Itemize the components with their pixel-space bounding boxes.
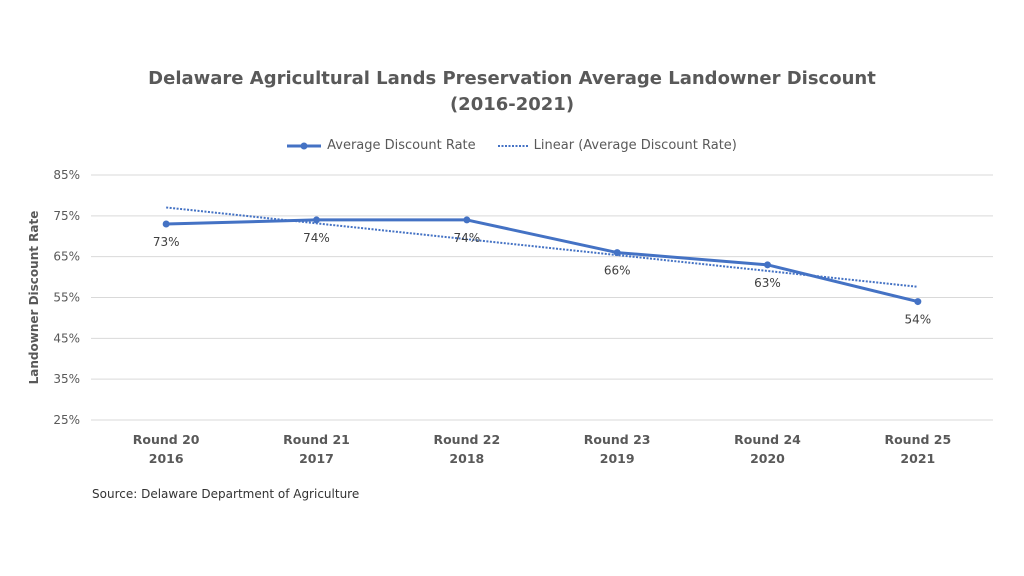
x-tick-label: Round 21	[283, 432, 350, 447]
source-note: Source: Delaware Department of Agricultu…	[92, 487, 360, 501]
x-tick-label: 2020	[750, 451, 785, 466]
x-tick-label: Round 20	[133, 432, 200, 447]
legend-dotted-line-icon	[497, 144, 528, 147]
chart-title: Delaware Agricultural Lands Preservation…	[148, 68, 876, 89]
data-label: 66%	[604, 264, 631, 278]
data-point	[162, 220, 170, 228]
x-tick-label: Round 24	[734, 432, 801, 447]
series-line	[166, 218, 919, 304]
data-point	[914, 298, 922, 306]
x-tick-label: Round 23	[584, 432, 651, 447]
data-point	[613, 249, 621, 257]
y-axis-label: Landowner Discount Rate	[27, 211, 41, 385]
x-tick-label: Round 22	[433, 432, 500, 447]
chart-subtitle: (2016-2021)	[449, 94, 575, 115]
legend-label-series: Average Discount Rate	[327, 138, 476, 153]
y-tick-label: 25%	[53, 413, 80, 427]
y-tick-label: 75%	[53, 209, 80, 223]
y-tick-label: 45%	[53, 331, 80, 345]
data-label: 73%	[153, 235, 180, 249]
x-tick-label: 2017	[299, 451, 334, 466]
x-tick-label: 2021	[900, 451, 935, 466]
data-label: 74%	[303, 231, 330, 245]
y-tick-label: 85%	[53, 168, 80, 182]
data-label: 63%	[754, 276, 781, 290]
legend-label-trendline: Linear (Average Discount Rate)	[533, 138, 737, 153]
data-label: 74%	[453, 231, 480, 245]
x-tick-label: Round 25	[884, 432, 951, 447]
data-point	[463, 216, 471, 224]
y-tick-label: 35%	[53, 372, 80, 386]
data-label: 54%	[904, 313, 931, 327]
legend-item-trendline: Linear (Average Discount Rate)	[497, 138, 737, 153]
legend-item-series: Average Discount Rate	[287, 138, 476, 153]
legend: Average Discount Rate Linear (Average Di…	[0, 138, 1024, 153]
legend-line-marker-icon	[287, 142, 322, 149]
x-tick-label: 2018	[449, 451, 484, 466]
data-point	[313, 216, 320, 224]
x-tick-label: 2016	[149, 451, 184, 466]
x-tick-label: 2019	[600, 451, 635, 466]
y-tick-label: 65%	[53, 250, 80, 264]
y-tick-label: 55%	[53, 291, 80, 305]
data-point	[764, 261, 771, 269]
